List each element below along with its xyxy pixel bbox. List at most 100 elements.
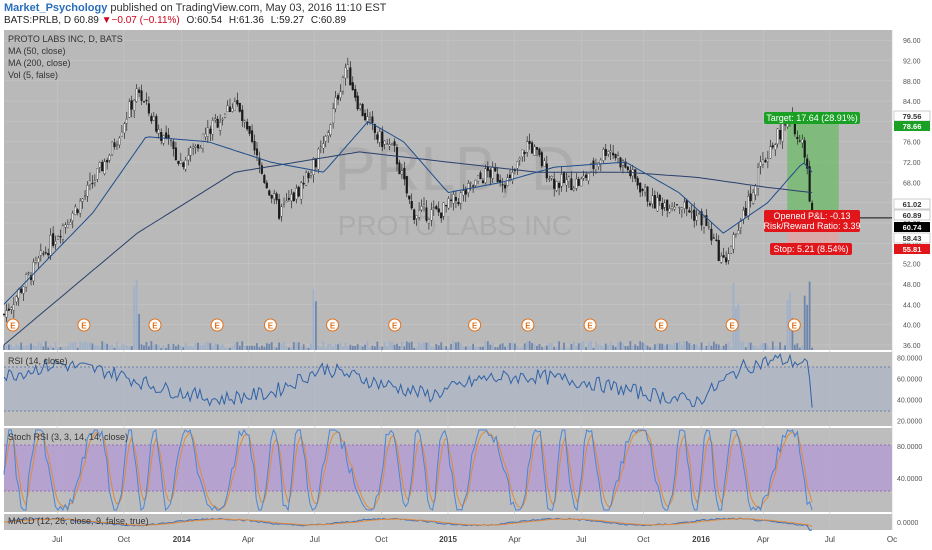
close-label: C: — [310, 15, 321, 26]
volume-bar — [93, 344, 96, 350]
volume-bar — [47, 347, 50, 350]
volume-bar — [233, 344, 236, 350]
volume-bar — [676, 342, 678, 350]
volume-bar — [779, 342, 782, 350]
volume-bar — [12, 347, 15, 350]
earnings-marker-label: E — [330, 322, 336, 331]
volume-bar — [811, 347, 813, 350]
target-label[interactable]: Target: 17.64 (28.91%) — [764, 112, 860, 124]
volume-bar — [415, 347, 418, 350]
volume-bar — [152, 344, 155, 350]
candle-body — [415, 215, 418, 219]
price-tick-label: 92.00 — [903, 58, 921, 65]
volume-bar — [523, 343, 526, 350]
volume-bar — [194, 343, 197, 350]
volume-bar — [260, 345, 263, 350]
candle-body — [255, 148, 259, 156]
time-tick-label: 2014 — [173, 535, 191, 544]
candle-body — [391, 143, 394, 146]
volume-bar — [42, 346, 45, 350]
time-tick-label: Oct — [637, 535, 650, 544]
candle-body — [42, 253, 45, 255]
price-tick-label: 76.00 — [903, 140, 921, 147]
pnl-label[interactable]: Opened P&L: -0.13 Risk/Reward Ratio: 3.3… — [763, 210, 861, 232]
candle-body — [59, 236, 62, 238]
volume-bar — [388, 341, 391, 350]
candle-body — [577, 178, 580, 186]
volume-bar — [354, 346, 357, 350]
volume-bar — [211, 346, 214, 350]
candle-body — [332, 108, 335, 124]
candle-body — [548, 178, 551, 180]
volume-bar — [496, 347, 499, 350]
candle-body — [71, 213, 74, 221]
candle-body — [383, 140, 386, 145]
volume-bar — [59, 346, 62, 350]
candle-body — [457, 202, 460, 205]
volume-bar — [708, 342, 710, 350]
rsi-tick-label: 20.0000 — [897, 419, 922, 426]
time-axis[interactable]: Jul Oct 2014 Apr Jul Oct 2015 Apr Jul Oct 2016 Apr J… — [52, 535, 897, 544]
rsi-tick-label: 60.0000 — [897, 376, 922, 383]
candle-body — [523, 152, 526, 154]
candle-body — [265, 182, 268, 189]
candle-body — [562, 172, 566, 183]
volume-bar — [319, 347, 322, 350]
volume-bar — [39, 343, 42, 350]
candle-body — [292, 192, 295, 202]
price-tick-label: 96.00 — [903, 38, 921, 45]
candle-body — [165, 132, 168, 139]
earnings-marker-label: E — [729, 322, 735, 331]
volume-bar — [585, 347, 588, 350]
volume-bar — [236, 341, 239, 350]
candle-body — [405, 176, 408, 194]
volume-bar — [329, 343, 332, 350]
candle-body — [400, 170, 403, 175]
volume-bar — [96, 344, 99, 350]
author-link[interactable]: Market_Psychology — [4, 2, 108, 14]
candle-body — [98, 162, 101, 168]
volume-bar — [265, 343, 268, 350]
volume-bar — [322, 341, 325, 350]
price-flag-current: 60.74 — [894, 222, 930, 232]
candle-body — [86, 185, 89, 197]
volume-bar — [273, 346, 276, 350]
price-tick-label: 44.00 — [903, 302, 921, 309]
volume-bar — [66, 345, 69, 350]
candle-body — [675, 204, 679, 206]
candle-body — [629, 170, 632, 177]
volume-bar — [396, 343, 398, 350]
volume-bar — [513, 343, 516, 350]
candle-body — [589, 163, 593, 172]
candle-body — [580, 178, 583, 187]
volume-bar — [774, 346, 777, 350]
candle-body — [491, 166, 494, 179]
volume-bar — [781, 347, 784, 350]
candle-body — [575, 178, 578, 189]
candle-body — [263, 175, 266, 183]
candle-body — [74, 206, 77, 215]
earnings-marker-icon — [148, 318, 162, 332]
candle-body — [653, 195, 656, 209]
candle-body — [445, 205, 448, 207]
candle-body — [798, 140, 801, 142]
volume-bar — [189, 346, 192, 350]
candle-body — [535, 146, 539, 150]
candle-body — [69, 221, 72, 225]
volume-bar — [796, 343, 799, 350]
volume-bar — [803, 295, 806, 350]
open-value: 60.54 — [197, 15, 223, 26]
volume-bar — [580, 342, 583, 350]
volume-bar — [62, 347, 64, 350]
stop-label[interactable]: Stop: 5.21 (8.54%) — [770, 243, 852, 255]
candle-body — [705, 215, 708, 226]
candle-body — [496, 173, 499, 182]
macd-signal-line — [4, 518, 813, 527]
volume-bar — [494, 347, 497, 350]
volume-bar — [10, 344, 13, 350]
candle-body — [609, 150, 612, 153]
candle-body — [169, 140, 173, 142]
candle-body — [761, 159, 765, 165]
volume-bar — [327, 344, 330, 350]
